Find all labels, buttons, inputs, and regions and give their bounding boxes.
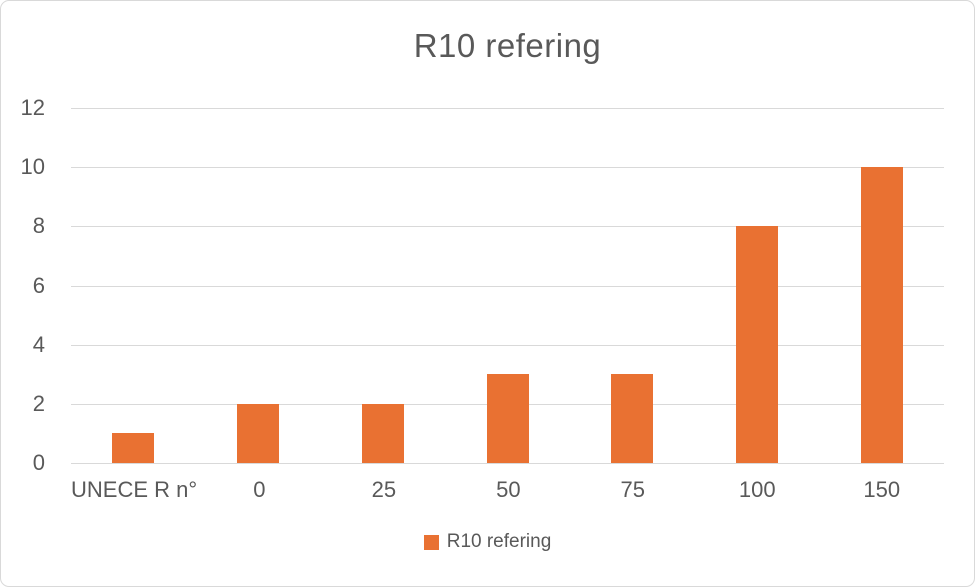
bar [860, 167, 903, 463]
gridline [71, 344, 944, 346]
y-tick-label: 10 [20, 154, 45, 180]
y-tick-label: 0 [32, 450, 45, 475]
chart-title: R10 refering [413, 27, 602, 64]
bar [486, 374, 529, 463]
bar [237, 403, 280, 463]
y-tick-label: 2 [32, 390, 45, 416]
x-tick-label: 25 [371, 477, 397, 502]
bar-cell [695, 108, 820, 463]
y-tick-label: 6 [32, 272, 45, 298]
x-axis-labels: UNECE R n° 0 25 50 75 100 150 [71, 463, 944, 503]
x-tick-label: 0 [253, 477, 266, 502]
x-tick-label: 50 [496, 477, 521, 502]
gridline [71, 285, 944, 287]
bar-cell [71, 108, 196, 463]
x-tick-label: 150 [863, 477, 901, 502]
bar [361, 403, 404, 463]
gridline [71, 226, 944, 228]
x-tick-label: UNECE R n° [71, 477, 198, 502]
bar-series [71, 108, 944, 463]
bar [611, 374, 654, 463]
bar-cell [570, 108, 695, 463]
legend: R10 refering [1, 531, 974, 553]
plot-area: UNECE R n° 0 25 50 75 100 150 [71, 108, 944, 502]
y-tick-label: 12 [20, 95, 45, 120]
bar-cell [196, 108, 321, 463]
y-tick-label: 4 [32, 331, 45, 357]
gridline [71, 463, 944, 464]
bar [112, 433, 155, 463]
bar-cell [445, 108, 570, 463]
bar-cell [819, 108, 944, 463]
x-tick-label: 100 [738, 477, 776, 502]
legend-label: R10 refering [446, 531, 552, 552]
legend-swatch-icon [423, 534, 439, 550]
gridline [71, 167, 944, 169]
bar [735, 226, 778, 463]
y-tick-label: 8 [32, 213, 45, 239]
gridline [71, 108, 944, 109]
y-axis-labels: 0 2 4 6 8 10 12 [1, 95, 51, 475]
x-tick-label: 75 [620, 477, 646, 502]
bar-cell [320, 108, 445, 463]
